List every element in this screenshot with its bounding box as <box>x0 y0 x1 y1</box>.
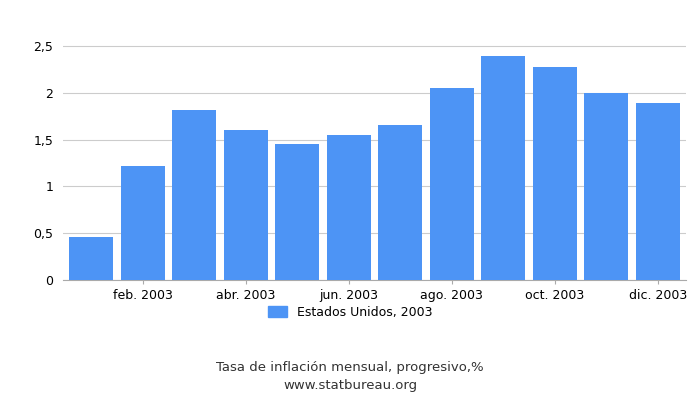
Bar <box>275 144 319 280</box>
Bar <box>69 237 113 280</box>
Legend: Estados Unidos, 2003: Estados Unidos, 2003 <box>263 301 437 324</box>
Bar <box>482 56 525 280</box>
Bar <box>327 135 370 280</box>
Bar <box>430 88 474 280</box>
Bar <box>224 130 267 280</box>
Bar <box>533 67 577 280</box>
Bar <box>379 125 422 280</box>
Bar <box>636 103 680 280</box>
Bar <box>172 110 216 280</box>
Bar <box>121 166 164 280</box>
Bar <box>584 93 628 280</box>
Text: Tasa de inflación mensual, progresivo,%
www.statbureau.org: Tasa de inflación mensual, progresivo,% … <box>216 360 484 392</box>
